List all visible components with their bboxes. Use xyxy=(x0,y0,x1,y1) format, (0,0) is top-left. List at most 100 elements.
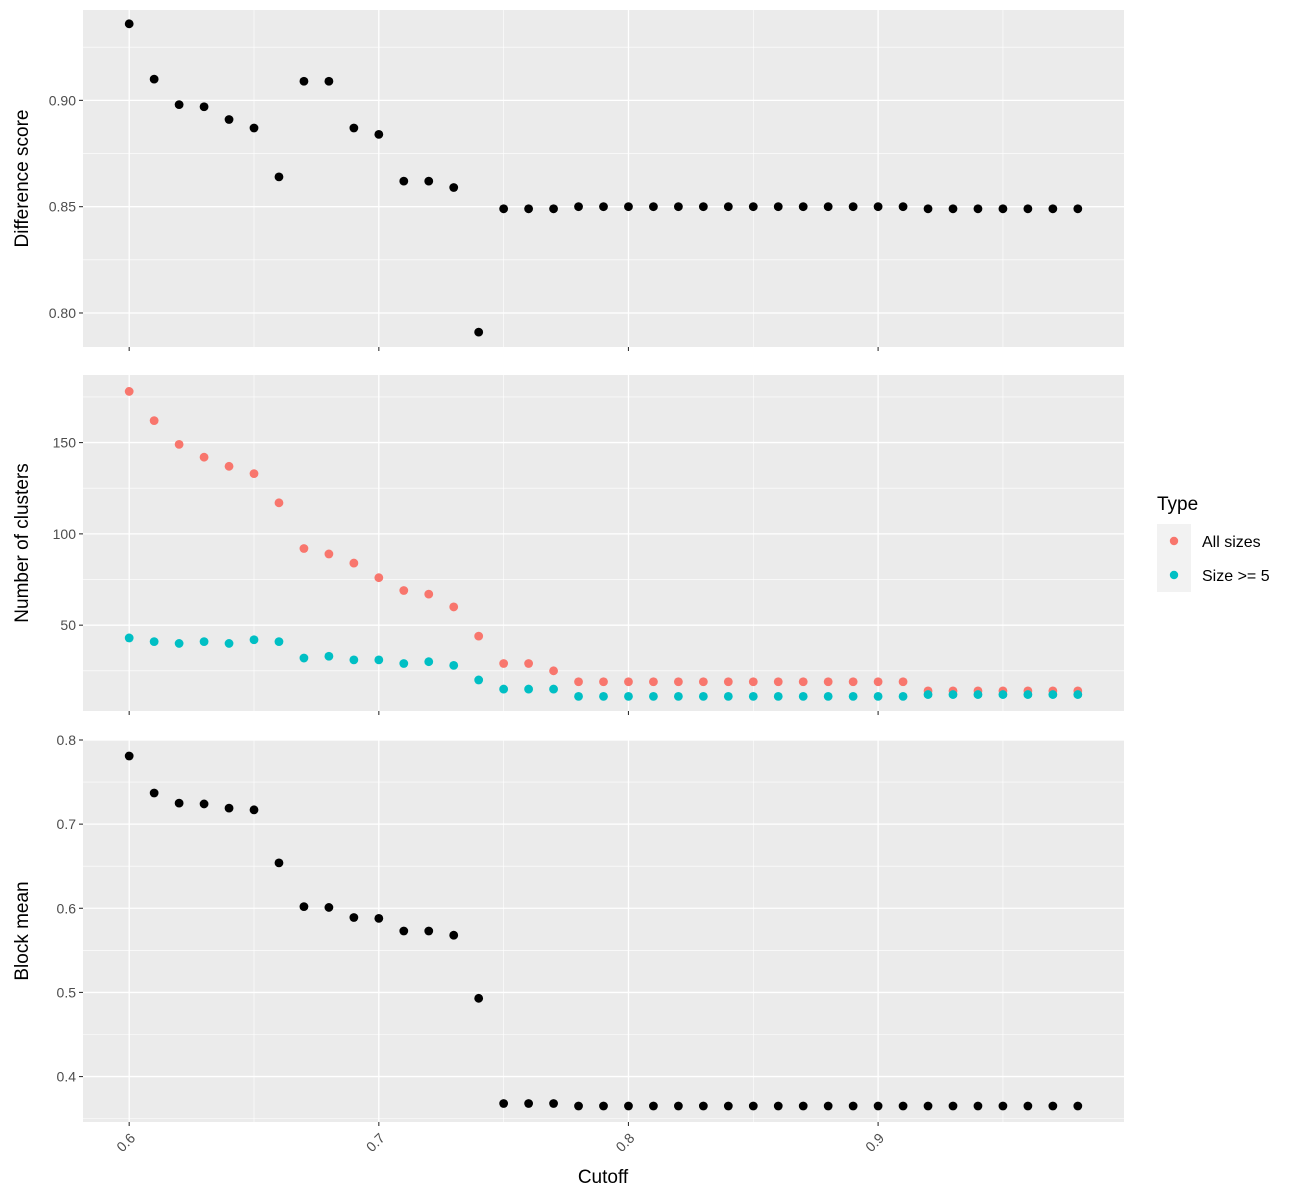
data-point xyxy=(149,637,159,647)
data-point xyxy=(823,691,833,701)
data-point xyxy=(823,202,833,212)
data-point xyxy=(848,691,858,701)
data-point xyxy=(1023,1101,1033,1111)
data-point xyxy=(524,1099,534,1108)
data-point xyxy=(873,1101,883,1111)
y-tick-label: 0.7 xyxy=(57,816,77,832)
data-point xyxy=(224,461,234,471)
data-point xyxy=(324,903,334,912)
data-point xyxy=(349,655,359,665)
x-axis-title: Cutoff xyxy=(578,1167,629,1188)
data-point xyxy=(624,677,633,687)
data-point xyxy=(449,602,459,612)
x-tick-label: 0.7 xyxy=(363,1130,388,1155)
data-point xyxy=(798,202,808,212)
data-point xyxy=(998,204,1008,214)
data-point xyxy=(499,659,509,668)
data-point xyxy=(474,327,484,337)
y-axis-title: Number of clusters xyxy=(12,463,33,622)
data-point xyxy=(823,1101,833,1111)
data-point xyxy=(624,691,633,701)
data-point xyxy=(174,798,184,808)
data-point xyxy=(698,691,708,701)
panel-number-of-clusters: 50 100 150 Number of clusters xyxy=(12,375,1124,715)
data-point xyxy=(1048,1101,1058,1111)
legend: Type All sizes Size >= 5 xyxy=(1157,494,1270,592)
data-point xyxy=(599,677,608,687)
data-point xyxy=(898,691,908,701)
data-point xyxy=(249,123,259,133)
data-point xyxy=(599,202,608,212)
data-point xyxy=(549,1099,558,1108)
data-point xyxy=(449,183,459,192)
data-point xyxy=(149,74,159,84)
data-point xyxy=(549,684,558,694)
data-point xyxy=(599,1101,608,1111)
data-point xyxy=(499,204,509,214)
data-point xyxy=(174,439,184,449)
data-point xyxy=(649,202,658,212)
data-point xyxy=(574,677,583,687)
data-point xyxy=(698,1101,708,1111)
data-point xyxy=(823,677,833,687)
data-point xyxy=(224,803,234,813)
data-point xyxy=(773,677,783,687)
data-point xyxy=(1023,204,1033,214)
y-tick-label: 150 xyxy=(53,435,77,451)
data-point xyxy=(773,691,783,701)
y-tick-label: 0.8 xyxy=(57,732,77,748)
data-point xyxy=(1048,204,1058,214)
data-point xyxy=(698,677,708,687)
data-point xyxy=(948,1101,958,1111)
data-point xyxy=(773,1101,783,1111)
data-point xyxy=(124,633,134,643)
data-point xyxy=(1023,690,1033,699)
y-tick-label: 0.4 xyxy=(57,1069,77,1085)
data-point xyxy=(549,666,558,676)
data-point xyxy=(848,677,858,687)
legend-label-all-sizes: All sizes xyxy=(1202,534,1261,551)
data-point xyxy=(424,176,434,186)
data-point xyxy=(673,1101,683,1111)
data-point xyxy=(274,637,284,647)
data-point xyxy=(224,639,234,648)
y-tick-label: 0.90 xyxy=(49,92,76,108)
data-point xyxy=(499,1099,509,1108)
data-point xyxy=(424,589,434,599)
data-point xyxy=(773,202,783,212)
data-point xyxy=(948,204,958,214)
data-point xyxy=(474,675,484,685)
data-point xyxy=(948,690,958,699)
data-point xyxy=(374,573,384,583)
data-point xyxy=(973,204,983,214)
data-point xyxy=(848,1101,858,1111)
data-point xyxy=(723,677,733,687)
data-point xyxy=(723,202,733,212)
data-point xyxy=(649,1101,658,1111)
data-point xyxy=(624,1101,633,1111)
x-tick-label: 0.6 xyxy=(113,1130,138,1155)
y-tick-label: 0.85 xyxy=(49,199,76,215)
data-point xyxy=(748,677,758,687)
data-point xyxy=(449,660,459,670)
data-point xyxy=(524,204,534,214)
data-point xyxy=(898,202,908,212)
legend-label-size-5: Size >= 5 xyxy=(1202,568,1270,585)
data-point xyxy=(299,76,309,86)
data-point xyxy=(399,586,409,595)
data-point xyxy=(324,549,334,559)
data-point xyxy=(299,544,309,553)
data-point xyxy=(274,858,284,868)
data-point xyxy=(424,657,434,667)
data-point xyxy=(873,202,883,212)
data-point xyxy=(848,202,858,212)
data-point xyxy=(549,204,558,214)
data-point xyxy=(324,651,334,661)
data-point xyxy=(649,677,658,687)
data-point xyxy=(748,202,758,212)
panel-block-mean: 0.4 0.5 0.6 0.7 0.8 0.6 0.7 0.8 0.9 Block mean xyxy=(12,732,1124,1155)
data-point xyxy=(748,1101,758,1111)
panel-difference-score: 0.80 0.85 0.90 Difference score xyxy=(12,10,1124,351)
data-point xyxy=(449,930,459,940)
